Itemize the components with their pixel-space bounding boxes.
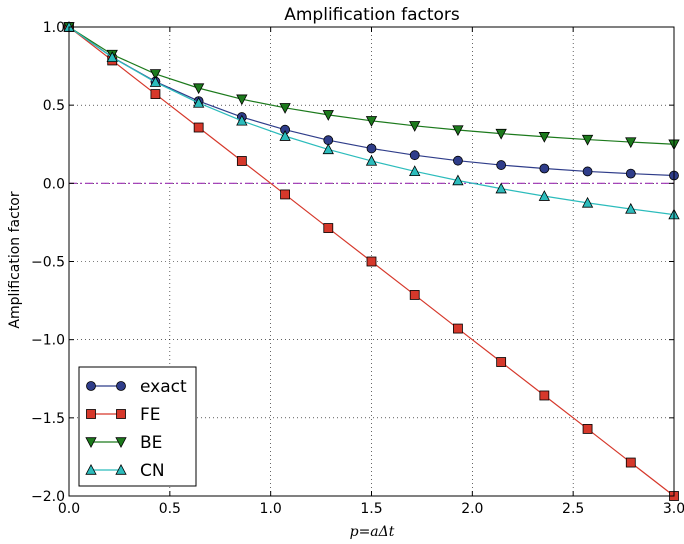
x-tick-label: 1.0 (260, 501, 282, 517)
x-tick-label: 0.5 (159, 501, 181, 517)
data-point-fe (409, 290, 420, 300)
data-point-fe (150, 89, 161, 99)
data-point-fe (496, 357, 507, 367)
data-point-cn (625, 202, 637, 214)
data-point-fe (323, 223, 334, 233)
data-point-exact (366, 143, 377, 154)
data-point-fe (582, 424, 593, 434)
y-tick-label: −1.0 (31, 333, 65, 349)
chart-title: Amplification factors (284, 5, 460, 25)
y-tick-label: −2.0 (31, 489, 65, 505)
legend-item-cn: CN (85, 461, 165, 481)
data-point-be (409, 121, 421, 132)
data-point-be (625, 137, 637, 149)
data-point-cn (581, 196, 594, 208)
data-point-fe (236, 156, 247, 166)
legend-label: FE (140, 405, 161, 425)
data-point-exact (453, 155, 463, 166)
legend-box (78, 366, 197, 487)
data-point-cn (279, 130, 291, 141)
legend-item-exact: exact (86, 377, 187, 397)
x-tick-label: 0.0 (58, 501, 80, 517)
y-tick-label: 0.0 (43, 176, 65, 192)
data-point-be (452, 125, 464, 137)
data-point-exact (582, 166, 593, 177)
data-point-fe (453, 323, 463, 334)
legend-marker (116, 409, 126, 419)
data-point-be (236, 94, 248, 106)
data-point-be (365, 116, 378, 127)
data-point-cn (365, 154, 378, 166)
data-point-cn (236, 114, 248, 126)
x-axis-label: p=aΔt (350, 524, 395, 540)
data-point-cn (538, 190, 551, 201)
y-tick-label: 1.0 (43, 20, 65, 36)
data-point-be (495, 128, 507, 140)
legend-marker (86, 381, 96, 391)
series-cn (63, 20, 680, 220)
legend: exact FE BE CN (78, 366, 197, 487)
data-point-exact (496, 160, 507, 170)
data-point-cn (495, 182, 507, 194)
legend-item-fe: FE (86, 405, 161, 425)
data-point-be (279, 103, 291, 114)
data-point-cn (106, 51, 118, 63)
y-tick-label: −1.5 (31, 411, 65, 427)
data-point-cn (149, 76, 162, 87)
legend-marker (85, 463, 97, 475)
legend-item-be: BE (85, 433, 162, 453)
data-point-cn (192, 96, 205, 108)
data-point-exact (539, 163, 550, 174)
data-point-be (322, 110, 334, 121)
data-point-exact (409, 150, 420, 161)
data-point-be (192, 83, 205, 95)
y-axis-label: Amplification factor (7, 191, 23, 329)
data-point-exact (323, 135, 334, 146)
legend-marker (115, 463, 127, 475)
legend-label: CN (140, 461, 165, 481)
series-group (63, 20, 680, 501)
legend-marker (86, 409, 96, 419)
legend-marker (115, 437, 127, 449)
data-point-fe (625, 457, 636, 468)
data-point-cn (452, 174, 464, 186)
x-tick-label: 2.5 (562, 501, 584, 517)
x-tick-label: 3.0 (663, 501, 684, 517)
y-tick-label: 0.5 (43, 98, 65, 114)
y-tick-label: −0.5 (31, 255, 65, 271)
x-tick-label: 2.0 (461, 501, 483, 517)
data-point-exact (625, 168, 636, 179)
data-point-be (149, 69, 162, 80)
legend-marker (116, 381, 126, 391)
data-point-cn (322, 143, 334, 155)
series-be (63, 22, 680, 151)
data-point-fe (539, 390, 550, 401)
data-point-be (581, 134, 594, 146)
axis-ticks: 0.0 0.5 1.0 1.5 2.0 2.5 3.0 1.0 0.5 0.0 −0.5 −1.0 −1… (31, 20, 684, 517)
data-point-be (538, 132, 551, 143)
data-point-fe (366, 256, 377, 267)
data-point-fe (280, 189, 290, 200)
legend-label: exact (140, 377, 187, 397)
data-point-cn (409, 165, 421, 176)
legend-marker (85, 437, 97, 449)
data-point-fe (193, 122, 204, 133)
legend-label: BE (140, 433, 162, 453)
x-tick-label: 1.5 (360, 501, 382, 517)
